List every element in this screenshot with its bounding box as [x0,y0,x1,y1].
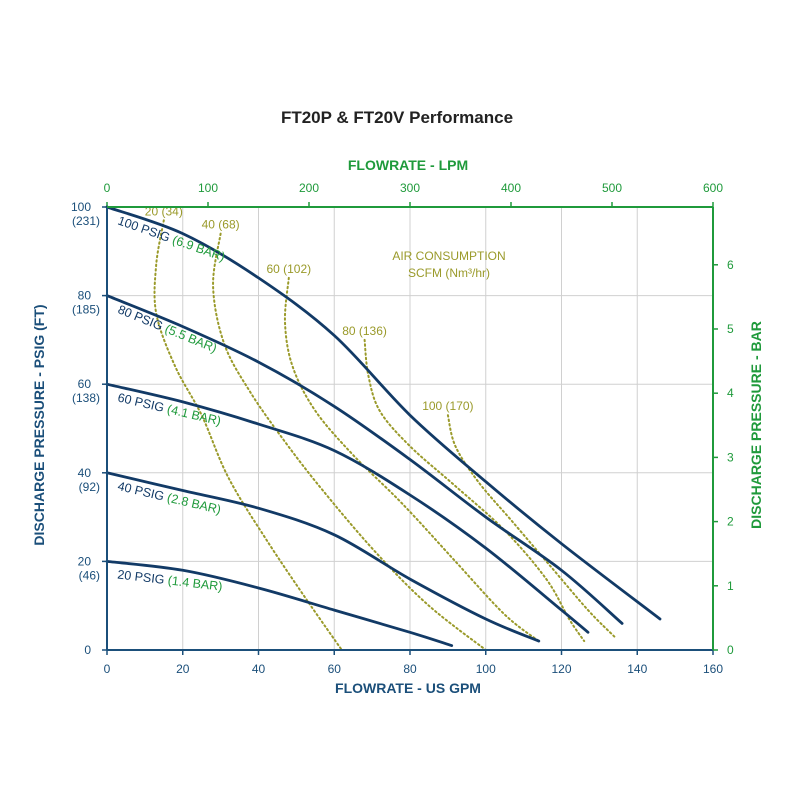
psig-label: 60 PSIG [116,390,169,415]
psig-label: 40 PSIG [116,479,169,504]
x-tick-label: 120 [551,662,571,676]
y-tick-sublabel: (185) [72,303,100,317]
pressure-curve-4 [105,471,541,643]
pressure-curve-5 [105,560,454,647]
plot-frame [106,206,714,651]
air-consumption-label-5: 100 (170) [422,399,473,413]
y2-tick-label: 5 [727,322,734,336]
bar-label: (6.9 BAR) [170,233,226,264]
air-consumption-line-5 [446,414,616,638]
y2-tick-label: 1 [727,579,734,593]
y-tick-label: 80 [78,289,92,303]
y-tick-sublabel: (92) [79,480,100,494]
chart-title: FT20P & FT20V Performance [281,108,513,127]
x2-tick-label: 500 [602,181,622,195]
x2-tick-label: 400 [501,181,521,195]
air-consumption-label-3: 60 (102) [266,262,311,276]
x-axis-title: FLOWRATE - US GPM [335,680,481,696]
pressure-curves: 100 PSIG (6.9 BAR)80 PSIG (5.5 BAR)60 PS… [105,205,662,647]
x-tick-label: 160 [703,662,723,676]
pressure-curve-label-5: 20 PSIG (1.4 BAR) [117,567,224,593]
air-consumption-label-4: 80 (136) [342,324,387,338]
y2-tick-label: 0 [727,643,734,657]
x2-axis-title: FLOWRATE - LPM [348,157,468,173]
y-tick-label: 60 [78,377,92,391]
x2-tick-label: 100 [198,181,218,195]
y-tick-label: 0 [84,643,91,657]
pressure-curve-3 [105,382,590,634]
air-consumption-line-2 [212,232,487,651]
grid [107,207,713,650]
air-consumption-line-4 [363,338,586,643]
y-tick-label: 40 [78,466,92,480]
air-consumption-title: AIR CONSUMPTION [392,249,505,263]
air-consumption-label-2: 40 (68) [202,218,240,232]
air-consumption-units: SCFM (Nm³/hr) [408,266,490,280]
x-tick-label: 40 [252,662,266,676]
pressure-curve-1 [105,205,662,621]
pressure-curve-2 [105,294,624,625]
y2-tick-label: 6 [727,258,734,272]
y-tick-label: 100 [71,200,91,214]
y-tick-sublabel: (231) [72,214,100,228]
y-tick-label: 20 [78,554,92,568]
x-tick-label: 60 [328,662,342,676]
pressure-curve-label-4: 40 PSIG (2.8 BAR) [116,479,222,517]
bar-label: (5.5 BAR) [163,322,219,356]
x-tick-label: 80 [403,662,417,676]
y2-tick-label: 4 [727,386,734,400]
psig-label: 80 PSIG [116,302,168,334]
x-tick-label: 140 [627,662,647,676]
y-axis-title: DISCHARGE PRESSURE - PSIG (FT) [31,304,47,545]
y-tick-sublabel: (138) [72,391,100,405]
psig-label: 20 PSIG [117,567,169,587]
x-tick-label: 20 [176,662,190,676]
air-consumption-line-1 [153,219,343,651]
bar-label: (1.4 BAR) [167,573,223,593]
x2-tick-label: 600 [703,181,723,195]
y2-tick-label: 2 [727,515,734,529]
air-consumption-lines: 20 (34)40 (68)60 (102)80 (136)100 (170) [145,204,616,651]
bar-label: (2.8 BAR) [166,491,223,517]
x-tick-label: 100 [476,662,496,676]
y2-axis-title: DISCHARGE PRESSURE - BAR [748,321,764,529]
x2-tick-label: 0 [104,181,111,195]
x2-tick-label: 300 [400,181,420,195]
x-tick-label: 0 [104,662,111,676]
y2-tick-label: 3 [727,450,734,464]
x2-tick-label: 200 [299,181,319,195]
air-consumption-line-3 [283,276,540,643]
y-tick-sublabel: (46) [79,568,100,582]
